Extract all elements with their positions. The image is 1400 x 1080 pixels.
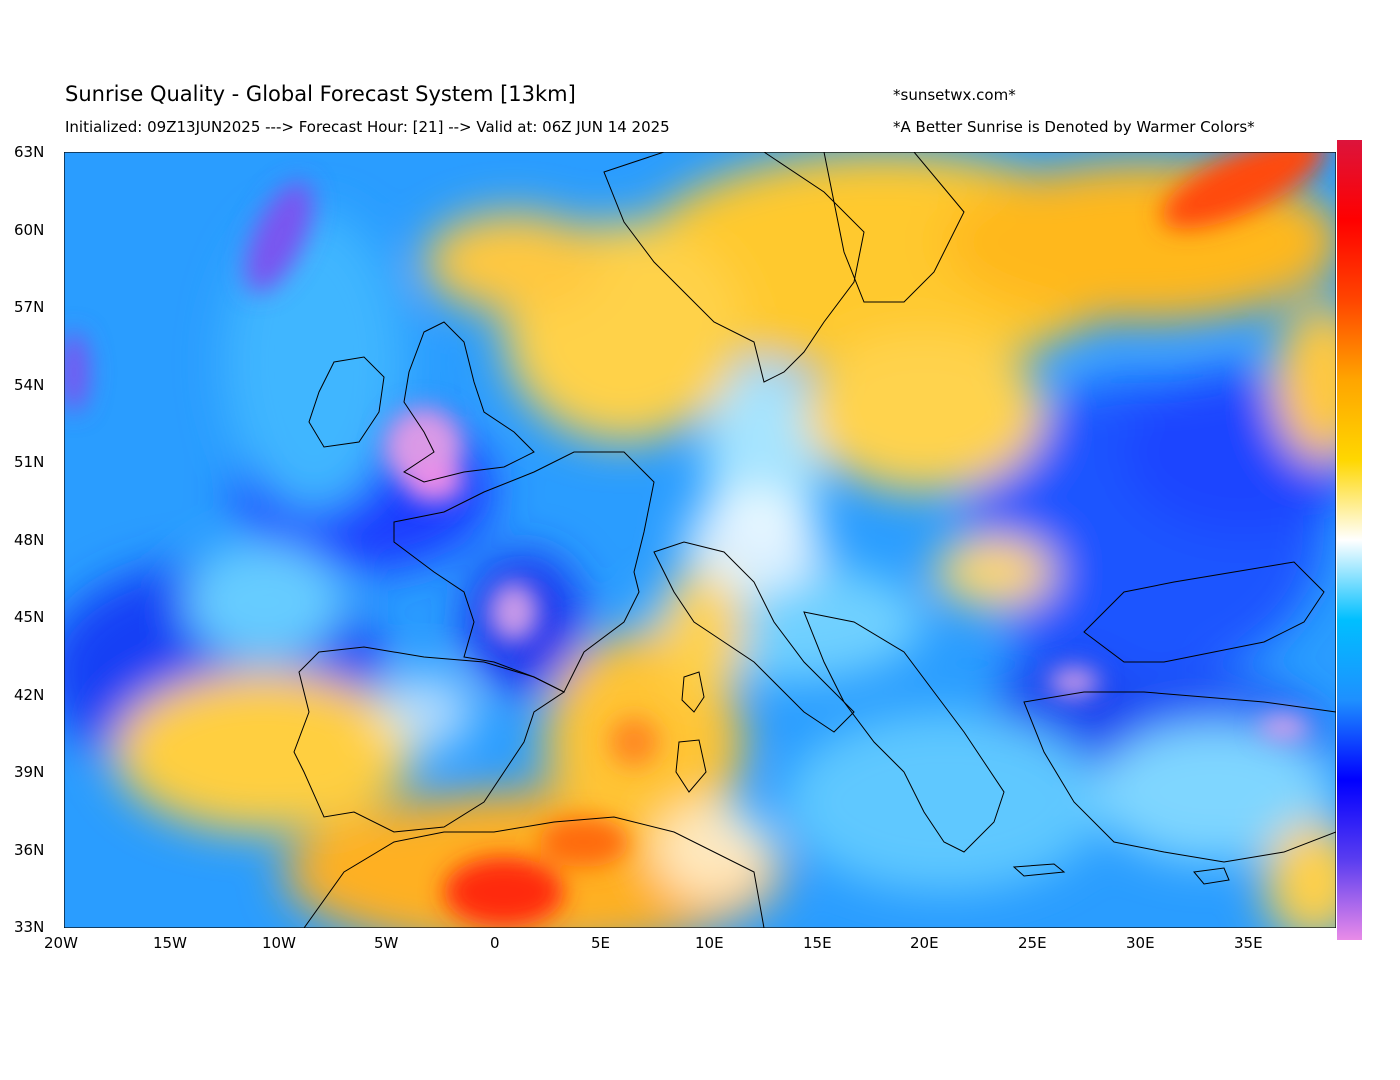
site-credit: *sunsetwx.com* bbox=[893, 86, 1016, 104]
x-tick-label: 15W bbox=[153, 934, 187, 952]
color-note: *A Better Sunrise is Denoted by Warmer C… bbox=[893, 118, 1255, 136]
x-tick-label: 10W bbox=[262, 934, 296, 952]
y-tick-label: 42N bbox=[14, 686, 45, 704]
colorbar bbox=[1337, 140, 1362, 940]
x-tick-label: 35E bbox=[1234, 934, 1263, 952]
x-tick-label: 30E bbox=[1126, 934, 1155, 952]
x-tick-label: 20E bbox=[910, 934, 939, 952]
y-tick-label: 51N bbox=[14, 453, 45, 471]
map-title: Sunrise Quality - Global Forecast System… bbox=[65, 82, 576, 106]
y-tick-label: 54N bbox=[14, 376, 45, 394]
y-tick-label: 60N bbox=[14, 221, 45, 239]
y-tick-label: 36N bbox=[14, 841, 45, 859]
x-tick-label: 25E bbox=[1018, 934, 1047, 952]
intense-features bbox=[64, 152, 1327, 927]
map-canvas bbox=[64, 152, 1336, 928]
y-tick-label: 57N bbox=[14, 298, 45, 316]
x-tick-label: 10E bbox=[695, 934, 724, 952]
x-tick-label: 20W bbox=[44, 934, 78, 952]
y-tick-label: 33N bbox=[14, 918, 45, 936]
forecast-map bbox=[64, 152, 1336, 928]
x-tick-label: 5E bbox=[591, 934, 611, 952]
coastlines bbox=[293, 152, 1336, 928]
y-tick-label: 39N bbox=[14, 763, 45, 781]
y-tick-label: 45N bbox=[14, 608, 45, 626]
y-tick-label: 48N bbox=[14, 531, 45, 549]
x-tick-label: 5W bbox=[374, 934, 399, 952]
sunrise-quality-field bbox=[64, 152, 1336, 928]
map-subtitle: Initialized: 09Z13JUN2025 ---> Forecast … bbox=[65, 118, 670, 136]
x-tick-label: 15E bbox=[803, 934, 832, 952]
x-tick-label: 0 bbox=[490, 934, 500, 952]
y-tick-label: 63N bbox=[14, 143, 45, 161]
